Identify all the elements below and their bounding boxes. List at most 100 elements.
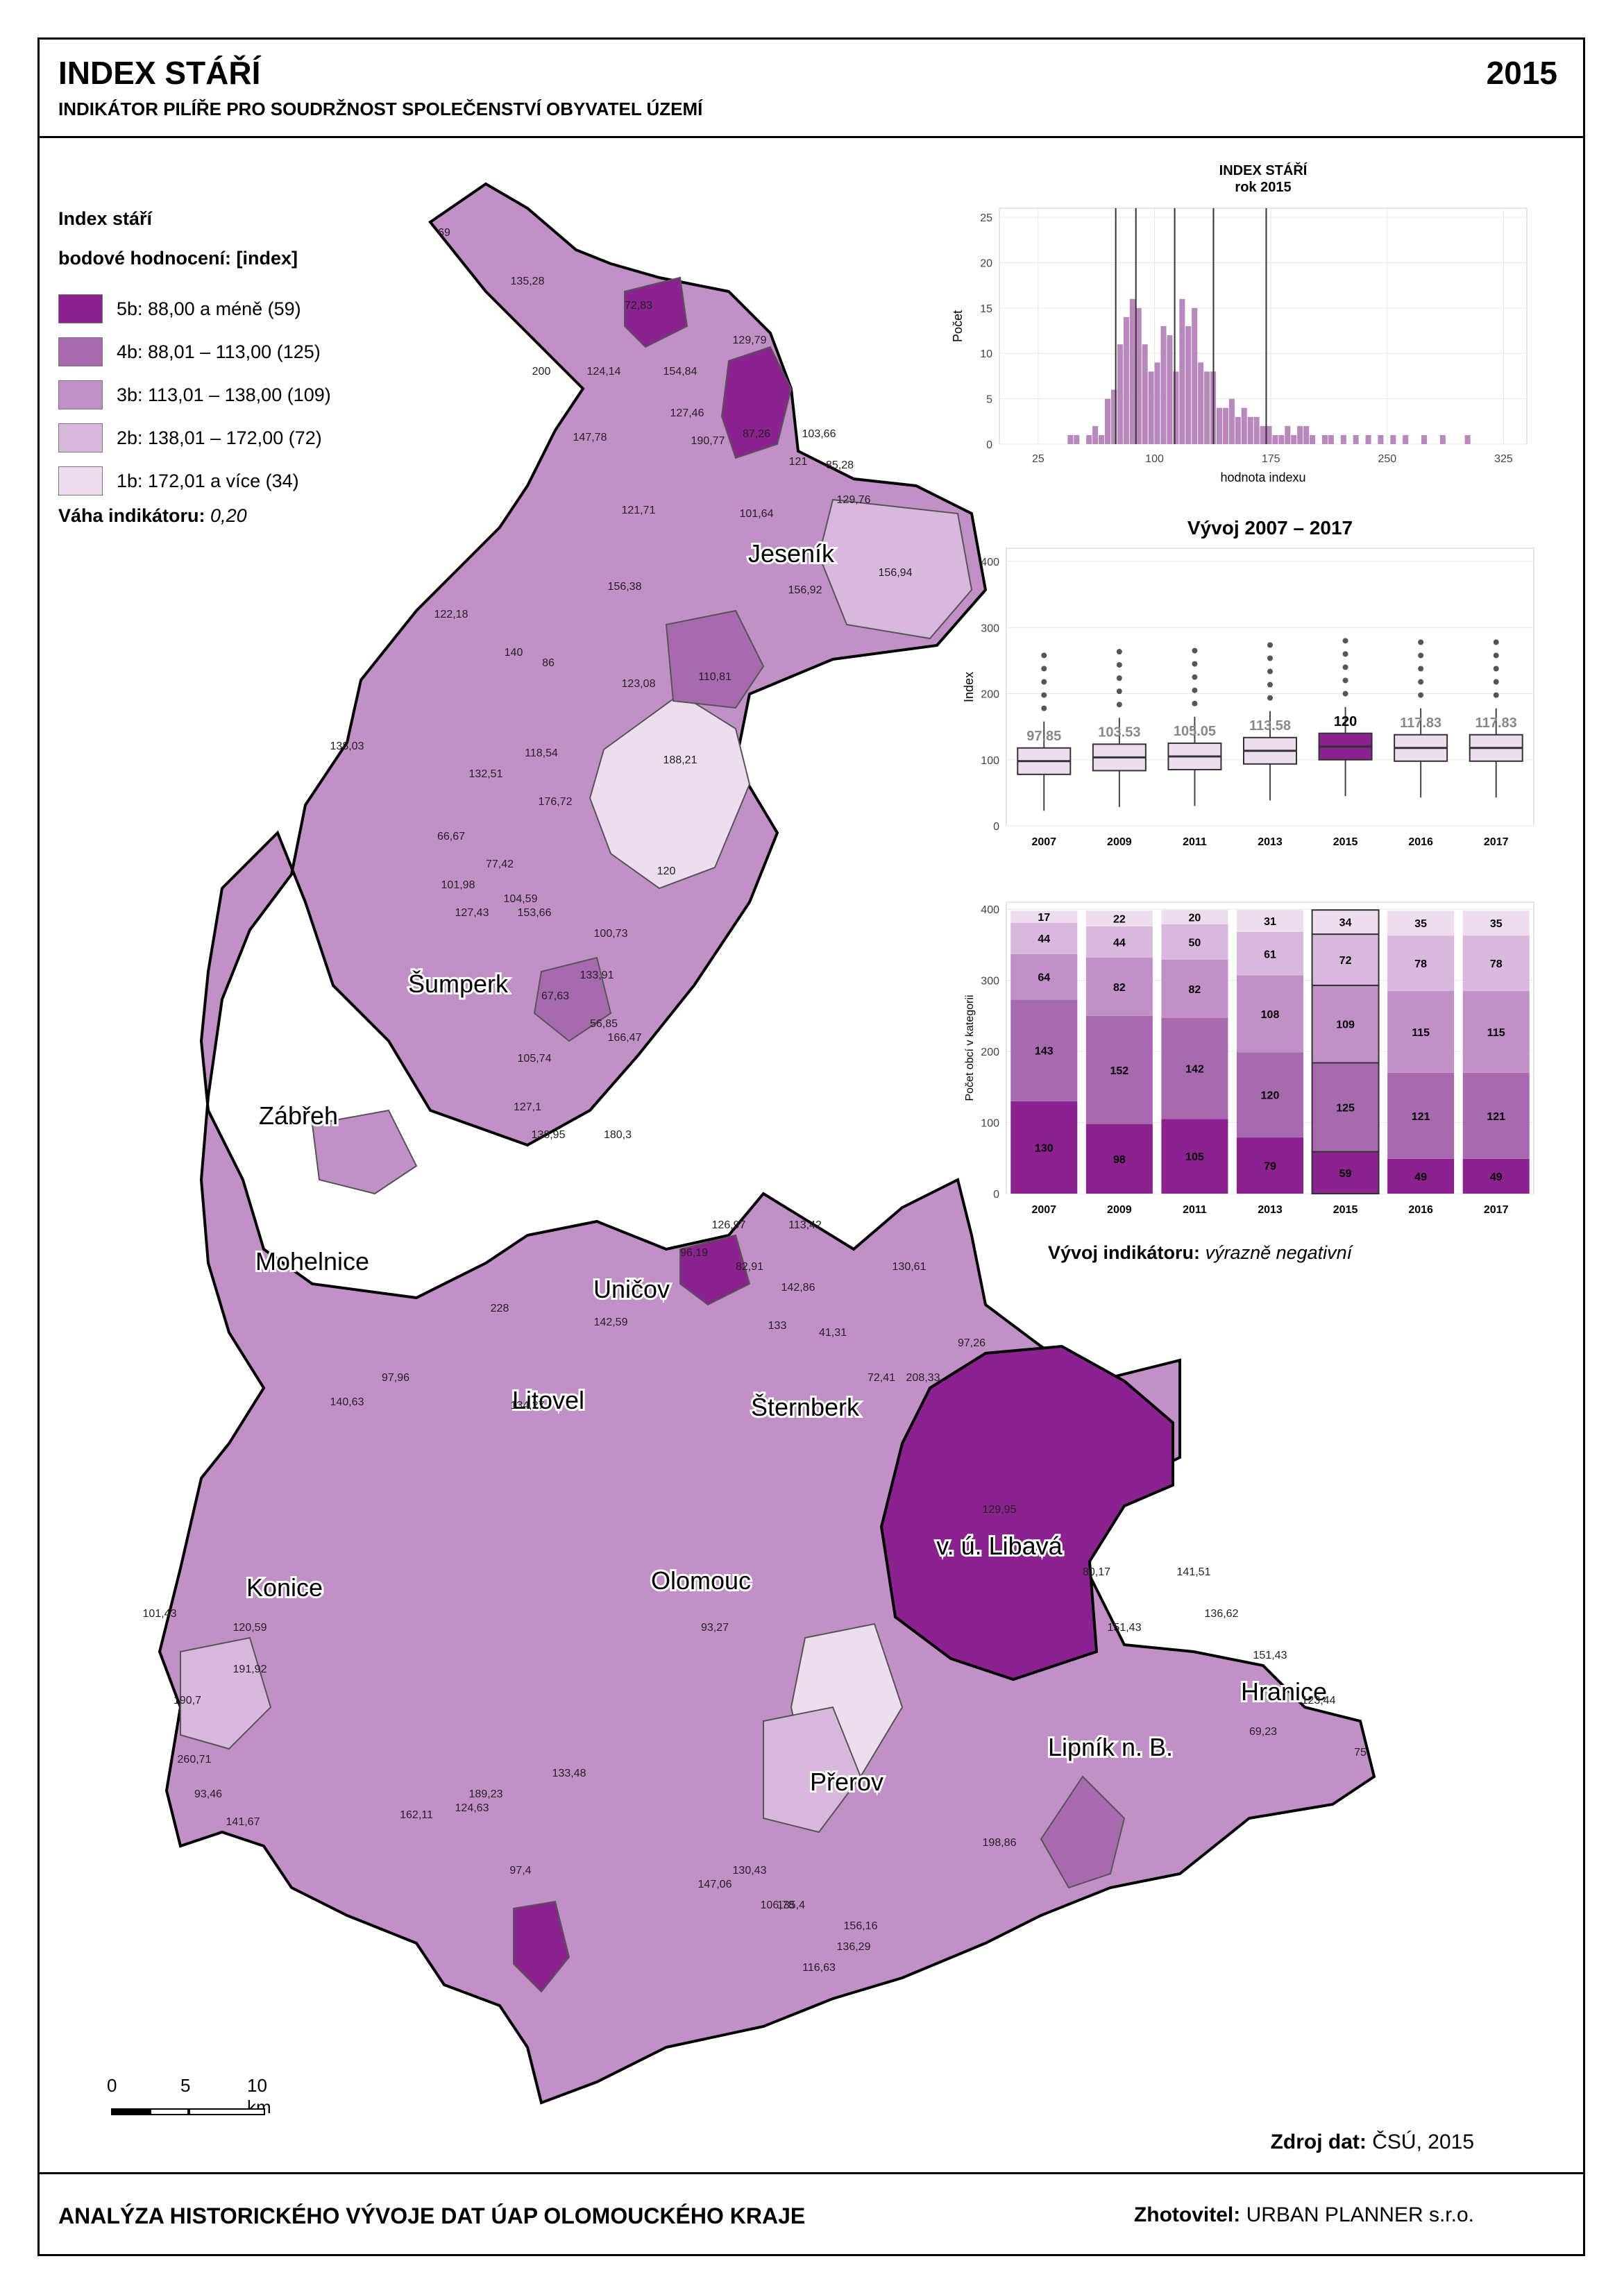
town-label: Konice: [246, 1573, 323, 1602]
outlier-point: [1041, 652, 1047, 659]
value-label: 120: [657, 865, 676, 877]
stacked-segment: [1462, 935, 1530, 992]
value-label: 134,27: [511, 1400, 545, 1412]
outlier-point: [1493, 652, 1499, 659]
value-label: 153,66: [518, 907, 552, 919]
x-tick-label: 2017: [1484, 1204, 1509, 1216]
outlier-point: [1116, 662, 1122, 668]
stacked-segment: [1387, 935, 1455, 992]
legend-swatch: [58, 337, 103, 366]
value-label: 208,33: [906, 1372, 940, 1384]
value-label: 100,73: [594, 928, 628, 940]
y-tick-label: 0: [993, 1189, 999, 1201]
median-label: 117.83: [1475, 715, 1517, 731]
value-label: 122,18: [434, 609, 468, 620]
y-axis-label: Počet obcí v kategorii: [964, 995, 976, 1101]
indicator-weight: Váha indikátoru: 0,20: [58, 505, 331, 527]
legend-label: 2b: 138,01 – 172,00 (72): [117, 427, 322, 448]
value-label: 136,62: [1205, 1608, 1239, 1620]
outlier-point: [1116, 702, 1122, 708]
stacked-segment: [1311, 1062, 1380, 1153]
y-tick-label: 20: [980, 257, 992, 269]
histogram-bar: [1105, 398, 1111, 444]
histogram-bar: [1228, 398, 1235, 444]
segment-value-label: 98: [1113, 1154, 1126, 1166]
histogram-bar: [1173, 371, 1179, 444]
stacked-segment: [1462, 911, 1530, 936]
legend-label: 3b: 113,01 – 138,00 (109): [117, 384, 331, 405]
data-source: Zdroj dat: ČSÚ, 2015: [1271, 2131, 1474, 2154]
segment-value-label: 142: [1185, 1064, 1204, 1076]
page-subtitle: INDIKÁTOR PILÍŘE PRO SOUDRŽNOST SPOLEČEN…: [58, 99, 703, 119]
region-patch-7: [679, 1234, 751, 1306]
segment-value-label: 22: [1113, 914, 1126, 926]
x-tick-label: 2013: [1258, 836, 1283, 848]
y-tick-label: 400: [981, 557, 999, 568]
value-label: 189,23: [469, 1788, 503, 1800]
histogram-bar: [1135, 307, 1142, 444]
town-label: Přerov: [810, 1768, 883, 1796]
value-label: 85,28: [826, 459, 854, 471]
value-label: 151,43: [1253, 1650, 1287, 1661]
histogram-bar: [1216, 407, 1222, 444]
footer-divider: [37, 2172, 1585, 2174]
value-label: 82,91: [736, 1261, 763, 1273]
stacked-segment: [1010, 954, 1078, 1000]
segment-value-label: 34: [1339, 917, 1352, 929]
value-label: 110,81: [698, 671, 731, 683]
value-label: 130,61: [893, 1261, 927, 1273]
histogram-chart: INDEX STÁŘÍ rok 2015 0 5 10 15 20 25 25 100 175 250…: [951, 162, 1528, 484]
histogram-bar: [1378, 434, 1384, 444]
histogram-bar: [1086, 434, 1092, 444]
value-label: 136,29: [837, 1941, 871, 1953]
outlier-point: [1418, 692, 1424, 698]
stacked-segment: [1237, 1137, 1303, 1194]
value-label: 147,78: [573, 432, 607, 443]
stacked-segment: [1311, 933, 1380, 986]
town-label: v. ú. Libavá: [936, 1532, 1063, 1560]
value-label: 130,43: [733, 1865, 767, 1877]
x-tick-label: 2007: [1031, 1204, 1056, 1216]
outlier-point: [1418, 666, 1424, 672]
histogram-bar: [1303, 425, 1310, 444]
stacked-segment: [1387, 991, 1455, 1073]
region-patch-12: [180, 1636, 272, 1750]
histogram-bar: [1204, 371, 1210, 444]
town-label: Zábřeh: [259, 1101, 338, 1130]
x-tick-label: 2011: [1183, 1204, 1207, 1216]
town-label: Šternberk: [751, 1393, 860, 1421]
value-label: 67,63: [541, 990, 569, 1002]
stacked-segment: [1085, 911, 1153, 926]
segment-value-label: 59: [1339, 1168, 1352, 1180]
segment-value-label: 61: [1264, 949, 1276, 960]
outlier-point: [1041, 705, 1047, 711]
y-tick-label: 300: [981, 976, 999, 988]
histogram-bar: [1340, 434, 1346, 444]
value-label: 56,85: [590, 1018, 618, 1030]
region-libava: [879, 1344, 1174, 1682]
outlier-point: [1418, 679, 1424, 685]
value-label: 101,43: [143, 1608, 177, 1620]
value-label: 151,43: [1108, 1622, 1142, 1634]
histogram-bar: [1278, 434, 1285, 444]
scale-segment: [150, 2108, 189, 2115]
segment-value-label: 35: [1414, 918, 1427, 930]
outlier-point: [1192, 647, 1198, 654]
scale-label: 0: [107, 2075, 117, 2096]
value-label: 228: [491, 1303, 509, 1314]
legend-title: Index stáří: [58, 208, 153, 229]
histogram-bar: [1154, 362, 1160, 444]
stacked-segment: [1237, 975, 1303, 1053]
chart-subtitle: rok 2015: [1235, 180, 1291, 195]
value-label: 124,14: [587, 366, 621, 378]
outlier-point: [1342, 664, 1348, 670]
header-divider: [37, 136, 1585, 138]
value-label: 142,86: [781, 1282, 815, 1294]
value-label: 106,78: [761, 1899, 795, 1911]
value-label: 133,48: [552, 1768, 586, 1779]
value-label: 191,92: [233, 1663, 267, 1675]
segment-value-label: 72: [1339, 955, 1352, 967]
value-label: 156,16: [844, 1920, 878, 1932]
histogram-bar: [1365, 434, 1371, 444]
